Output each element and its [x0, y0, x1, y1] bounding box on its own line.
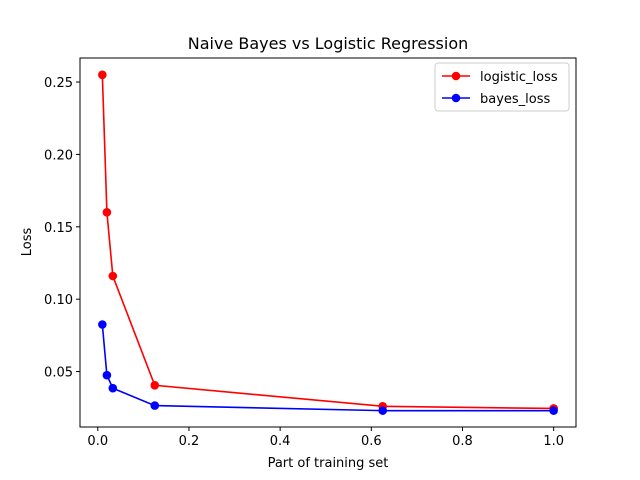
y-tick-label: 0.15: [44, 221, 73, 236]
x-axis-label: Part of training set: [268, 456, 389, 471]
legend-label-bayes_loss: bayes_loss: [480, 92, 551, 107]
data-point-logistic_loss: [108, 271, 118, 281]
y-tick-label: 0.05: [44, 366, 73, 381]
data-point-bayes_loss: [549, 406, 558, 415]
plot-frame: [79, 57, 577, 428]
y-tick-label: 0.10: [44, 293, 73, 308]
x-tick-label: 0.8: [452, 434, 473, 449]
series-line-bayes_loss: [101, 324, 554, 412]
y-axis-label: Loss: [20, 228, 35, 257]
legend-label-logistic_loss: logistic_loss: [480, 70, 558, 85]
legend-marker-bayes_loss: [451, 93, 461, 103]
plot-area: [98, 70, 558, 415]
legend-marker-logistic_loss: [451, 71, 461, 81]
x-tick-label: 1.0: [543, 434, 564, 449]
x-tick-label: 0.4: [270, 434, 291, 449]
chart-title: Naive Bayes vs Logistic Regression: [188, 34, 469, 53]
data-point-bayes_loss: [98, 320, 107, 329]
series-line-logistic_loss: [101, 74, 554, 410]
data-point-logistic_loss: [98, 70, 107, 80]
legend: logistic_loss bayes_loss: [434, 62, 570, 112]
data-point-bayes_loss: [150, 401, 160, 410]
x-tick-label: 0.2: [179, 434, 200, 449]
x-tick-label: 0.0: [87, 434, 108, 449]
data-point-logistic_loss: [102, 208, 112, 217]
y-tick-label: 0.25: [44, 76, 73, 91]
y-tick-label: 0.20: [44, 148, 73, 163]
data-point-bayes_loss: [102, 370, 112, 380]
x-axis: 0.0 0.2 0.4 0.6 0.8 1.0: [87, 427, 564, 449]
legend-box: [434, 62, 570, 112]
data-point-bayes_loss: [108, 383, 118, 393]
data-point-logistic_loss: [150, 381, 160, 390]
x-tick-label: 0.6: [361, 434, 382, 449]
y-axis: 0.05 0.10 0.15 0.20 0.25: [44, 76, 80, 381]
data-point-bayes_loss: [378, 406, 388, 415]
